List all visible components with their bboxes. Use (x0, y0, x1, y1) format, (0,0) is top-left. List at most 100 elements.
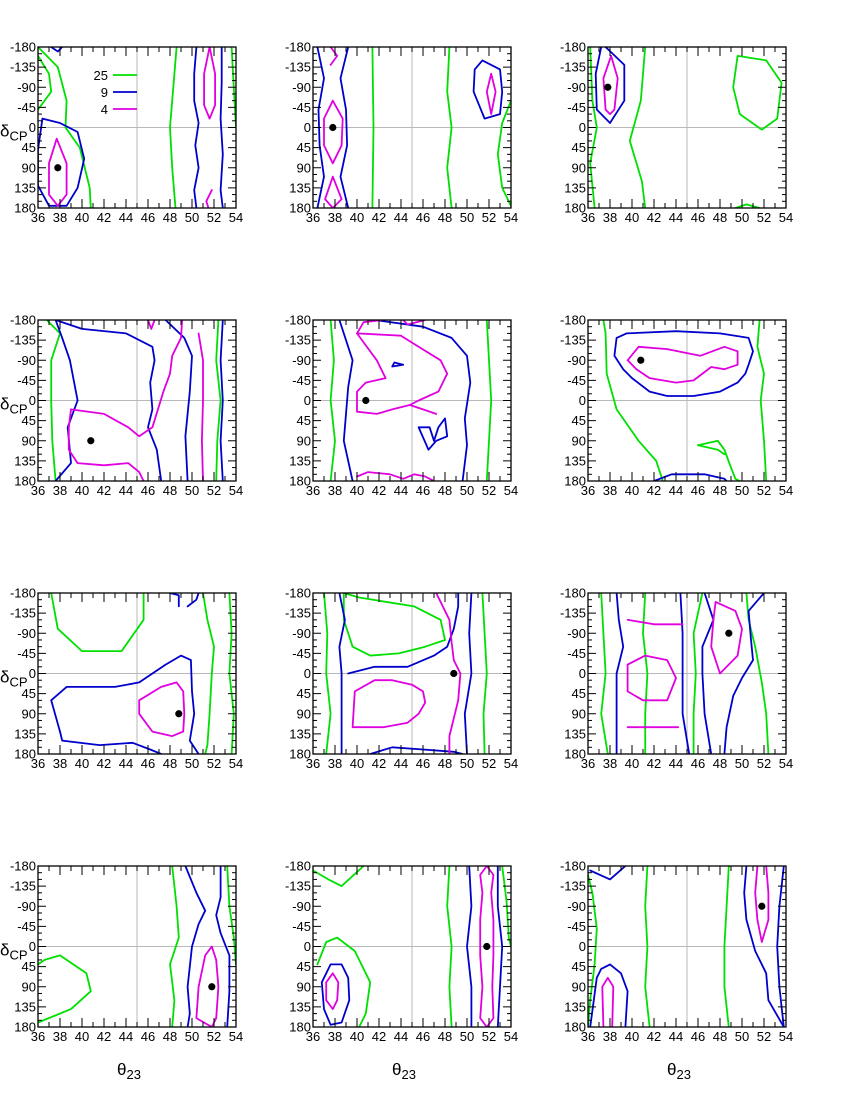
contour-9 (776, 866, 785, 1027)
y-tick-label: -135 (10, 606, 36, 621)
y-tick-label: -180 (10, 859, 36, 874)
x-tick-label: 40 (75, 483, 89, 498)
contour-9 (169, 593, 180, 608)
x-tick-label: 40 (625, 756, 639, 771)
x-tick-label: 48 (438, 1029, 452, 1044)
true-point-marker (175, 710, 183, 718)
y-tick-label: 0 (579, 393, 586, 408)
contour-25 (644, 866, 651, 1027)
y-tick-label: 135 (289, 726, 311, 741)
x-tick-label: 40 (625, 210, 639, 225)
x-tick-label: 42 (647, 210, 661, 225)
contour-9 (472, 59, 504, 120)
contour-25 (697, 439, 741, 481)
true-point-marker (450, 669, 458, 678)
y-tick-label: -180 (285, 313, 311, 328)
x-tick-label: 42 (372, 483, 386, 498)
x-tick-label: 50 (460, 483, 474, 498)
y-tick-label: -180 (285, 40, 311, 55)
x-tick-label: 42 (97, 1029, 111, 1044)
contour-9 (184, 866, 207, 1027)
y-tick-label: 45 (297, 140, 311, 155)
panel-8: 36 38 40 42 44 46 48 50 52 54 -180 -135 -90 -45 0 45 90 1… (285, 586, 518, 772)
x-tick-label: 44 (394, 756, 408, 771)
x-tick-label: 46 (416, 210, 430, 225)
contour-4 (408, 404, 438, 415)
y-tick-label: 180 (564, 474, 586, 489)
contour-4 (710, 601, 743, 675)
y-tick-label: 135 (564, 999, 586, 1014)
contour-9 (417, 417, 449, 451)
x-tick-label: 46 (141, 483, 155, 498)
x-tick-label: 46 (141, 756, 155, 771)
y-tick-label: 90 (572, 160, 586, 175)
x-tick-label: 38 (53, 483, 67, 498)
x-axis-label: θ23 (117, 1060, 141, 1082)
x-tick-label: 50 (735, 756, 749, 771)
y-tick-label: 180 (14, 1020, 36, 1035)
y-tick-label: 90 (22, 979, 36, 994)
x-tick-label: 38 (53, 756, 67, 771)
y-tick-label: 90 (297, 160, 311, 175)
y-tick-label: 135 (289, 999, 311, 1014)
x-tick-label: 50 (460, 1029, 474, 1044)
x-tick-label: 48 (438, 756, 452, 771)
true-point-marker (483, 942, 491, 951)
contour-4 (324, 175, 343, 208)
x-tick-label: 44 (669, 1029, 683, 1044)
contour-25 (628, 47, 647, 208)
y-tick-label: 45 (297, 959, 311, 974)
contour-25 (38, 47, 92, 208)
y-tick-label: -180 (560, 40, 586, 55)
y-tick-label: -45 (292, 919, 311, 934)
axis-labels: θ23 θ23 θ23 (117, 1060, 691, 1082)
x-tick-label: 38 (603, 1029, 617, 1044)
panel-6: 36 38 40 42 44 46 48 50 52 54 -180 -135 -90 -45 0 45 90 1… (560, 313, 793, 499)
y-tick-label: 135 (289, 180, 311, 195)
contour-4 (602, 55, 619, 115)
x-tick-label: 44 (394, 483, 408, 498)
y-tick-label: 135 (564, 726, 586, 741)
x-tick-label: 46 (691, 483, 705, 498)
x-tick-label: 50 (185, 1029, 199, 1044)
y-tick-label: -90 (17, 353, 36, 368)
contour-9 (743, 866, 785, 1027)
x-tick-label: 42 (647, 1029, 661, 1044)
contour-4 (356, 320, 384, 335)
contour-9 (219, 47, 224, 208)
x-tick-label: 36 (306, 1029, 320, 1044)
x-tick-label: 54 (779, 483, 793, 498)
x-tick-label: 40 (75, 756, 89, 771)
contour-9 (496, 866, 504, 1027)
y-tick-label: 0 (29, 939, 36, 954)
y-tick-label: 180 (14, 747, 36, 762)
y-tick-label: 0 (29, 120, 36, 135)
legend-label: 25 (94, 68, 108, 83)
y-tick-label: 180 (289, 201, 311, 216)
true-point-marker (604, 83, 612, 91)
y-tick-label: 180 (564, 747, 586, 762)
panel-9: 36 38 40 42 44 46 48 50 52 54 -180 -135 -90 -45 0 45 90 1… (560, 586, 793, 772)
x-tick-label: 44 (119, 483, 133, 498)
x-tick-label: 36 (581, 483, 595, 498)
y-tick-label: 90 (572, 979, 586, 994)
y-tick-label: 90 (22, 706, 36, 721)
true-point-marker (54, 164, 62, 172)
panel-10: 36 38 40 42 44 46 48 50 52 54 -180 -135 -90 -45 0 45 90 1… (0, 859, 243, 1045)
y-tick-label: -90 (17, 626, 36, 641)
x-tick-label: 54 (779, 210, 793, 225)
x-tick-label: 50 (185, 483, 199, 498)
x-tick-label: 42 (97, 483, 111, 498)
contour-4 (147, 320, 156, 330)
contour-9 (466, 866, 473, 1027)
contour-25 (589, 47, 598, 208)
y-tick-label: -135 (560, 606, 586, 621)
x-tick-label: 44 (119, 210, 133, 225)
y-tick-label: -180 (560, 586, 586, 601)
x-tick-label: 40 (350, 483, 364, 498)
contour-group (38, 866, 236, 1027)
x-tick-label: 44 (394, 1029, 408, 1044)
y-tick-label: -135 (285, 333, 311, 348)
x-tick-label: 38 (53, 1029, 67, 1044)
x-tick-label: 46 (141, 210, 155, 225)
